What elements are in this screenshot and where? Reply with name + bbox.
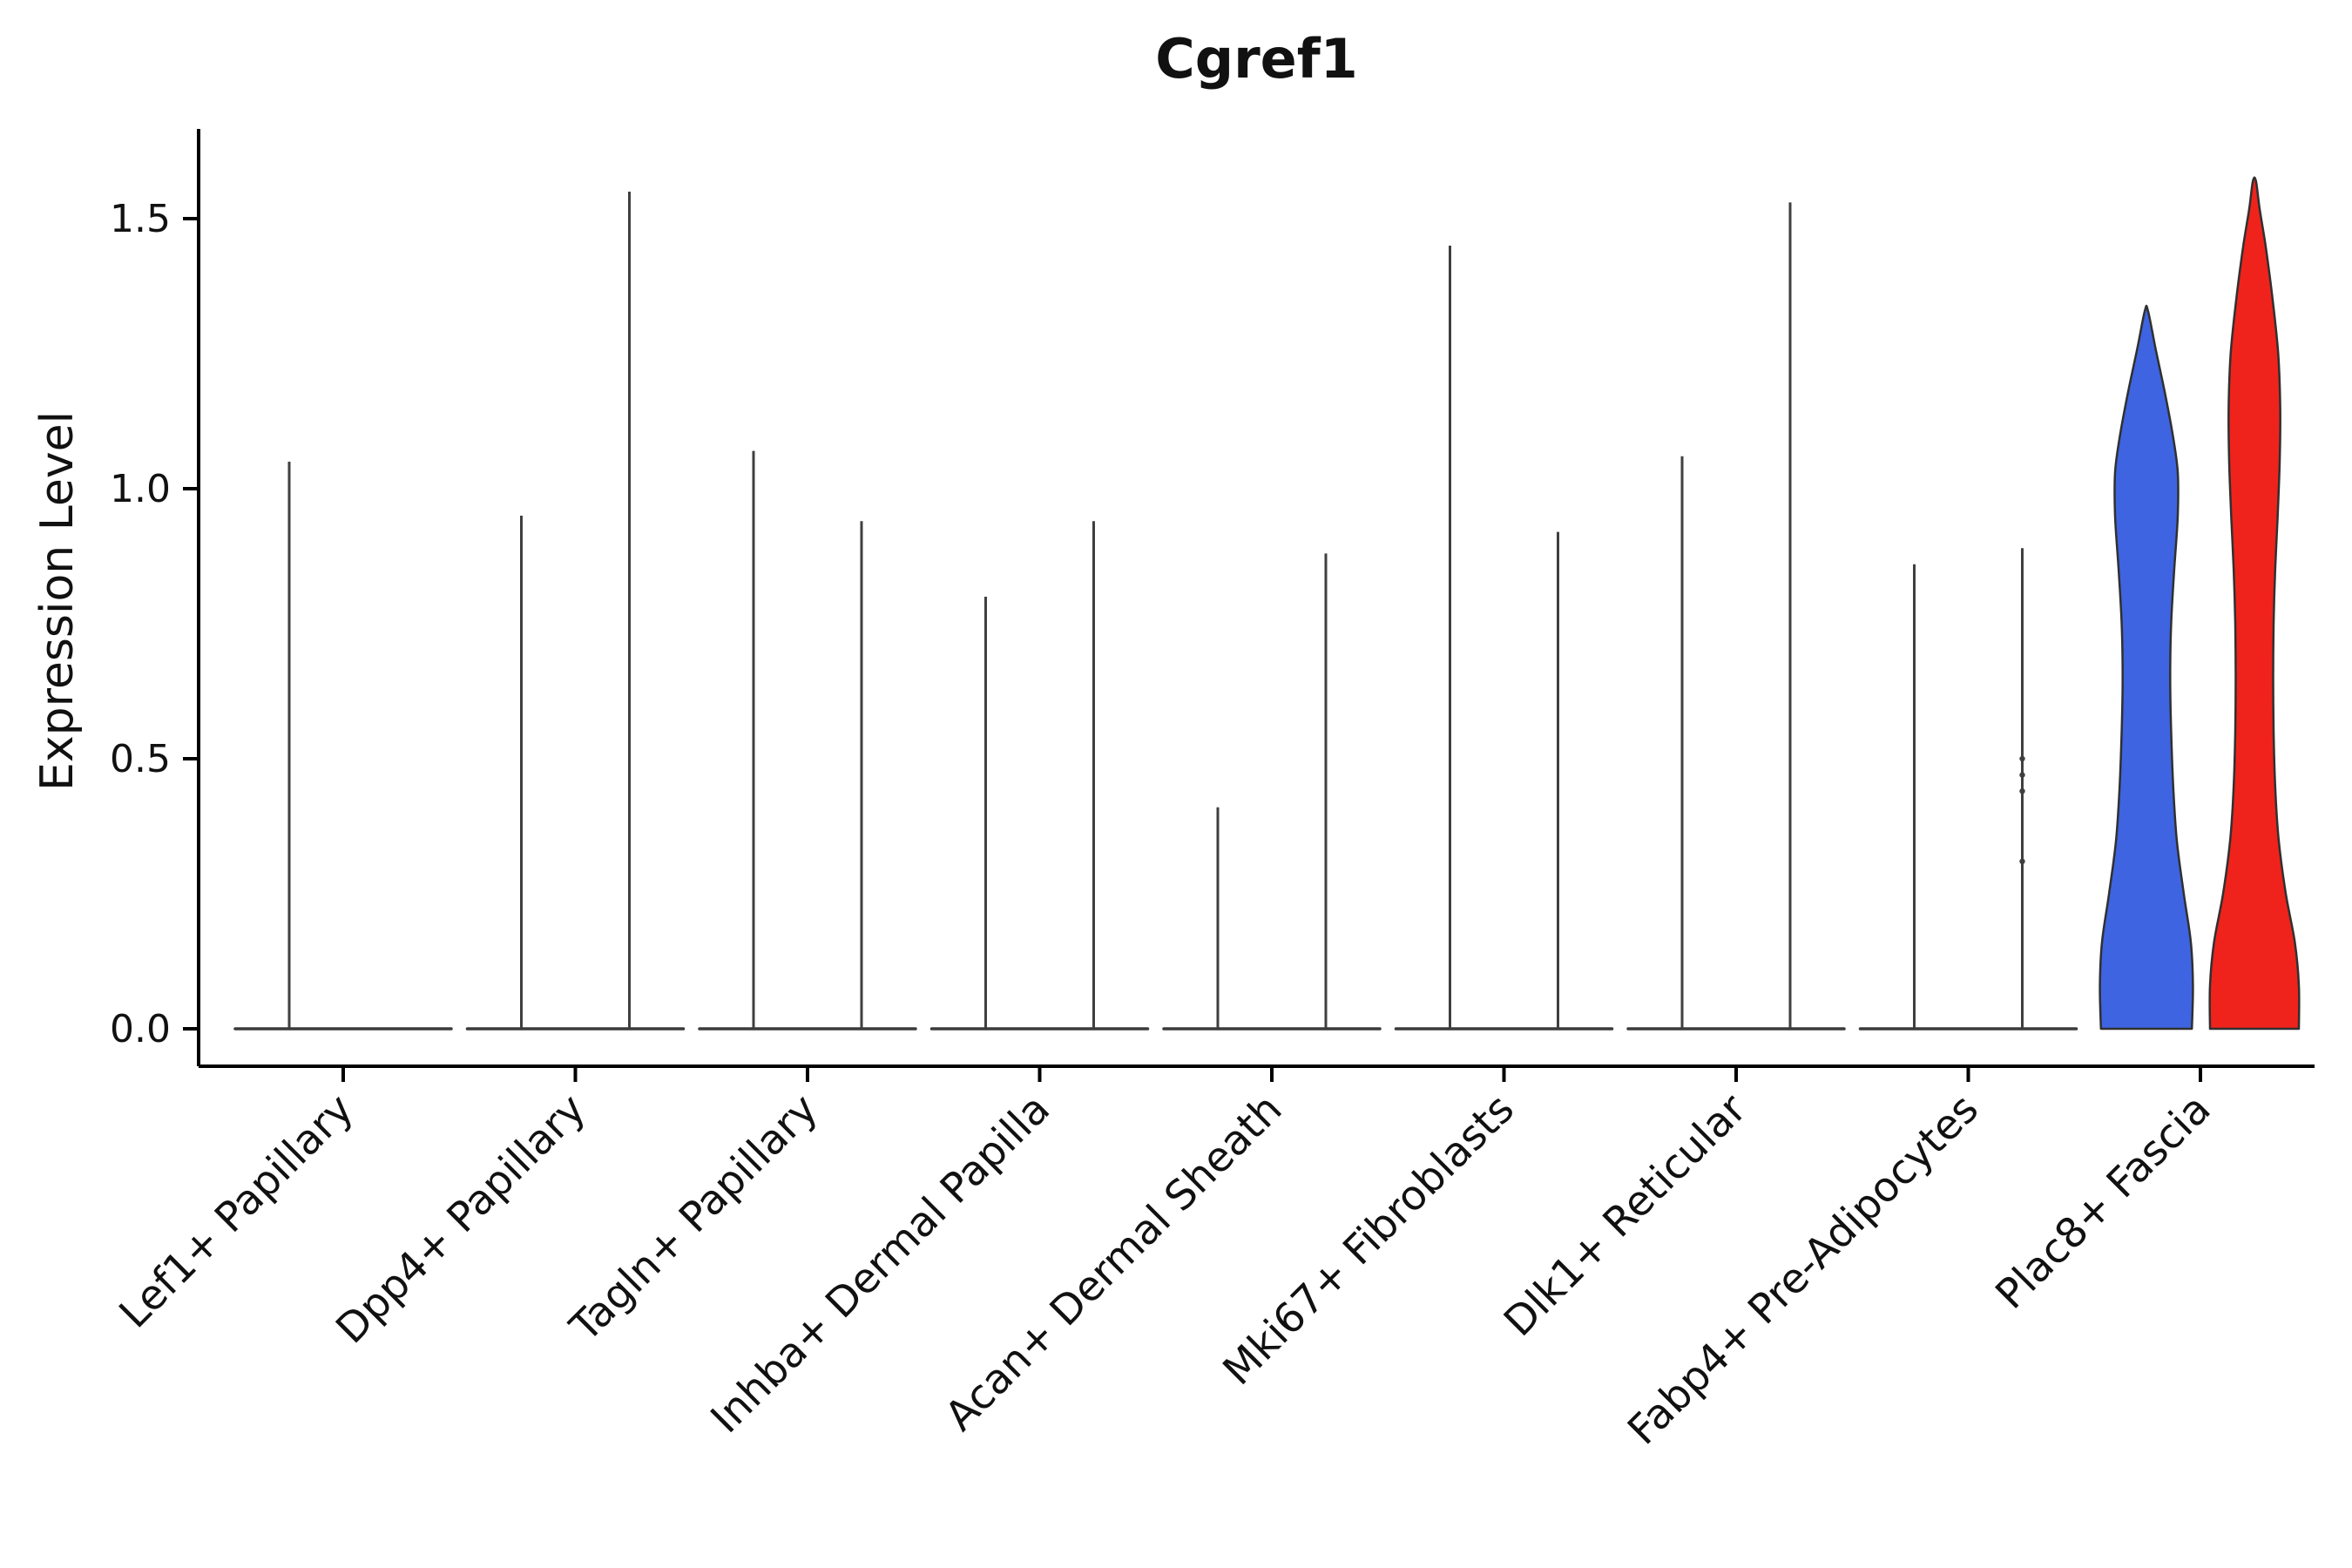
y-tick-label: 1.5 [110,197,171,241]
y-tick-label: 1.0 [110,467,171,511]
x-tick-label: Dlk1+ Reticular [1495,1085,1756,1346]
chart-title: Cgref1 [1155,27,1358,91]
x-tick-label: Tagln+ Papillary [561,1085,828,1352]
filled-violin [2208,176,2301,1031]
jitter-point [2019,772,2025,778]
y-tick-label: 0.5 [110,737,171,781]
x-tick-label: Dpp4+ Papillary [327,1085,595,1354]
jitter-point [2019,755,2025,762]
filled-violin [2099,304,2194,1031]
x-tick-label: Plac8+ Fascia [1987,1085,2220,1319]
x-tick-label: Lef1+ Papillary [111,1085,363,1338]
jitter-point [2019,788,2025,794]
y-tick-label: 0.0 [110,1007,171,1051]
jitter-point [2019,858,2025,864]
